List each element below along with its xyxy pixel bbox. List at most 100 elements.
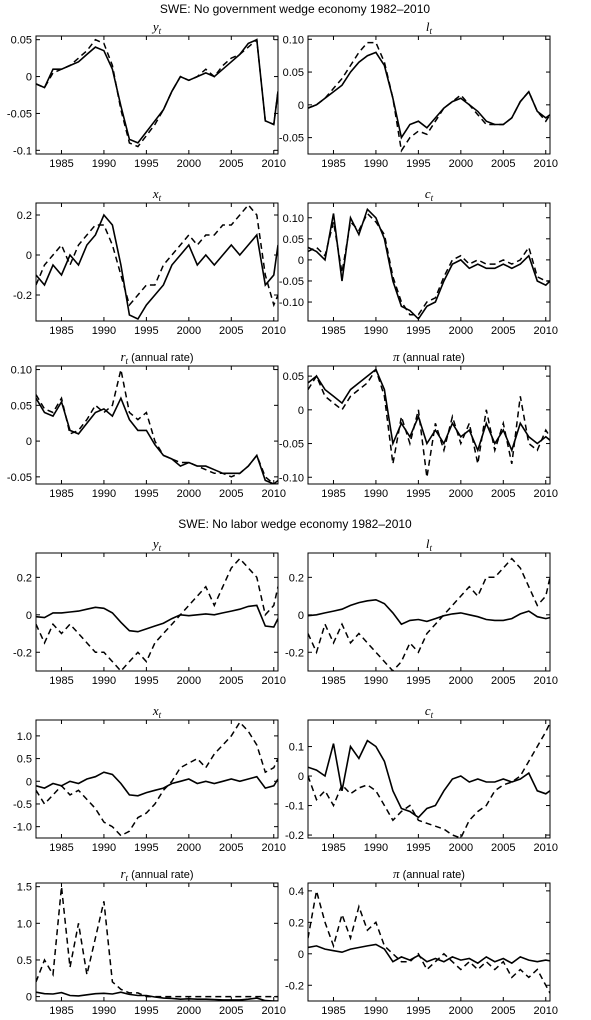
y-tick-label: -0.05 bbox=[7, 472, 32, 484]
y-tick-label: 0 bbox=[26, 250, 32, 262]
x-tick-label: 1990 bbox=[364, 1005, 388, 1017]
panel: lt 1985 1990 1995 2000 2005 2010 -0.05 0 0.05 0.10 bbox=[279, 19, 558, 170]
y-tick-label: 0 bbox=[298, 771, 304, 783]
y-tick-label: 1.5 bbox=[17, 882, 32, 894]
series-line-solid bbox=[36, 604, 278, 633]
y-tick-label: -0.1 bbox=[285, 801, 304, 813]
panel: yt 1985 1990 1995 2000 2005 2010 -0.2 0 0.2 bbox=[13, 536, 286, 687]
panel-title-symbol: y bbox=[151, 536, 159, 551]
x-tick-label: 2005 bbox=[219, 158, 243, 170]
x-tick-label: 1985 bbox=[49, 488, 73, 500]
plot-frame bbox=[307, 719, 551, 839]
x-tick-label: 1995 bbox=[134, 1005, 158, 1017]
panel: π (annual rate) 1985 1990 1995 2000 2005 2010 -… bbox=[285, 866, 558, 1017]
series-line-solid bbox=[308, 598, 550, 626]
series-line-dashed bbox=[308, 367, 550, 478]
x-tick-label: 2010 bbox=[262, 325, 286, 337]
series-line-dashed bbox=[308, 890, 550, 994]
x-tick-label: 1995 bbox=[406, 488, 430, 500]
section-title-government: SWE: No government wedge economy 1982–20… bbox=[160, 2, 430, 16]
x-tick-label: 1995 bbox=[134, 158, 158, 170]
x-tick-label: 2005 bbox=[491, 488, 515, 500]
panel-title: yt bbox=[151, 19, 162, 36]
x-tick-label: 2000 bbox=[177, 1005, 201, 1017]
x-tick-label: 1985 bbox=[321, 325, 345, 337]
panel-title: xt bbox=[152, 703, 162, 720]
plot-frame bbox=[307, 35, 551, 155]
x-tick-label: 1995 bbox=[406, 325, 430, 337]
panel-title-subscript: t bbox=[430, 543, 433, 553]
panel: rt (annual rate) 1985 1990 1995 2000 2005 2010… bbox=[17, 866, 286, 1017]
y-tick-label: 0 bbox=[26, 776, 32, 788]
y-tick-label: -0.05 bbox=[279, 276, 304, 288]
y-tick-label: 0 bbox=[298, 610, 304, 622]
panel-title-symbol: r bbox=[120, 866, 126, 881]
y-tick-label: 0.05 bbox=[11, 35, 32, 47]
panel-title-symbol: r bbox=[120, 349, 126, 364]
x-tick-label: 1990 bbox=[364, 675, 388, 687]
y-tick-label: 0.5 bbox=[17, 955, 32, 967]
panel: xt 1985 1990 1995 2000 2005 2010 -0.2 0 0.2 bbox=[13, 186, 286, 337]
y-tick-label: 0.2 bbox=[17, 572, 32, 584]
panel-title-symbol: x bbox=[152, 703, 159, 718]
panel-title-symbol: π bbox=[393, 866, 400, 881]
y-tick-label: 0.10 bbox=[283, 34, 304, 46]
y-tick-label: 0.4 bbox=[289, 886, 304, 898]
plot-frame bbox=[35, 365, 279, 485]
plot-frame bbox=[307, 552, 551, 672]
x-tick-label: 2000 bbox=[177, 158, 201, 170]
series-line-dashed bbox=[308, 557, 550, 671]
y-tick-label: 1.0 bbox=[17, 918, 32, 930]
x-tick-label: 2000 bbox=[449, 488, 473, 500]
panel: lt 1985 1990 1995 2000 2005 2010 -0.2 0 0.2 bbox=[285, 536, 558, 687]
series-line-solid bbox=[308, 943, 550, 965]
series-line-solid bbox=[308, 368, 550, 453]
y-tick-label: 0.2 bbox=[289, 917, 304, 929]
x-tick-label: 2000 bbox=[177, 325, 201, 337]
y-tick-label: -0.2 bbox=[13, 647, 32, 659]
panel-title: rt (annual rate) bbox=[120, 866, 193, 883]
y-tick-label: -0.05 bbox=[279, 439, 304, 451]
y-tick-label: -0.1 bbox=[13, 145, 32, 157]
y-tick-label: 0.05 bbox=[283, 67, 304, 79]
y-tick-label: 0.05 bbox=[283, 371, 304, 383]
series-line-dashed bbox=[36, 557, 278, 671]
series-line-solid bbox=[36, 213, 278, 321]
y-tick-label: 1.0 bbox=[17, 731, 32, 743]
y-tick-label: 0 bbox=[26, 610, 32, 622]
y-tick-label: 0 bbox=[26, 436, 32, 448]
x-tick-label: 1985 bbox=[321, 675, 345, 687]
panel-title-suffix: (annual rate) bbox=[400, 869, 465, 881]
series-line-dashed bbox=[36, 886, 278, 998]
panel-title: ct bbox=[425, 703, 434, 720]
panel-title: yt bbox=[151, 536, 162, 553]
panel-title-suffix: (annual rate) bbox=[128, 352, 193, 364]
x-tick-label: 1985 bbox=[321, 488, 345, 500]
y-tick-label: 0 bbox=[298, 255, 304, 267]
x-tick-label: 1990 bbox=[92, 675, 116, 687]
x-tick-label: 1985 bbox=[321, 158, 345, 170]
plot-frame bbox=[307, 365, 551, 485]
panel-title-subscript: t bbox=[159, 710, 162, 720]
y-tick-label: 0 bbox=[298, 949, 304, 961]
series-line-dashed bbox=[36, 38, 278, 148]
panel-title: π (annual rate) bbox=[393, 349, 465, 364]
panel-title-subscript: t bbox=[430, 26, 433, 36]
series-line-solid bbox=[36, 771, 278, 797]
y-tick-label: 0.2 bbox=[289, 572, 304, 584]
series-line-dashed bbox=[308, 722, 550, 838]
series-line-dashed bbox=[308, 212, 550, 316]
x-tick-label: 1985 bbox=[49, 1005, 73, 1017]
panel-title-subscript: t bbox=[159, 543, 162, 553]
x-tick-label: 2005 bbox=[491, 842, 515, 854]
y-tick-label: -0.2 bbox=[285, 980, 304, 992]
x-tick-label: 1990 bbox=[364, 842, 388, 854]
y-tick-label: 0.1 bbox=[289, 742, 304, 754]
series-line-solid bbox=[308, 51, 550, 140]
x-tick-label: 1990 bbox=[364, 488, 388, 500]
x-tick-label: 2000 bbox=[449, 675, 473, 687]
panel-title-subscript: t bbox=[159, 193, 162, 203]
x-tick-label: 2000 bbox=[449, 842, 473, 854]
panel-title-symbol: x bbox=[152, 186, 159, 201]
